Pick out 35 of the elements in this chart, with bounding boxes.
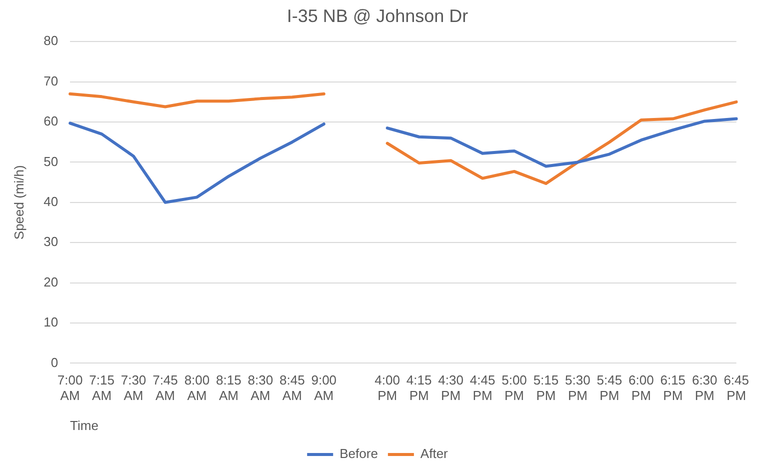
x-tick-label: 8:15 AM [216,372,242,404]
x-tick-label: 6:30 PM [692,372,718,404]
x-tick-label: 7:15 AM [89,372,114,404]
x-tick-label: 7:30 AM [120,372,146,404]
x-tick-label: 4:45 PM [470,372,496,404]
chart-title: I-35 NB @ Johnson Dr [286,6,468,26]
x-tick-label: 8:45 AM [280,372,305,404]
y-tick-label: 80 [44,33,58,48]
x-tick-label: 5:45 PM [596,372,622,404]
x-tick-label: 5:15 PM [533,372,559,404]
y-tick-label: 20 [44,274,58,290]
x-tick-label: 5:30 PM [565,372,590,404]
y-tick-label: 30 [44,234,58,250]
y-tick-label: 10 [44,314,58,330]
x-tick-label: 7:00 AM [57,372,83,404]
legend-label: After [420,446,449,462]
x-tick-label: 6:15 PM [660,372,686,404]
x-tick-label: 6:45 PM [724,372,750,404]
y-axis-title: Speed (mi/h) [11,165,26,240]
x-tick-label: 9:00 AM [311,372,337,404]
x-tick-label: 7:45 AM [152,372,178,404]
x-tick-label: 4:15 PM [406,372,432,404]
y-tick-label: 70 [44,73,58,88]
x-tick-label: 8:30 AM [248,372,274,404]
y-tick-label: 50 [44,154,58,169]
legend-label: Before [340,446,378,462]
x-tick-label: 6:00 PM [628,372,654,404]
y-tick-label: 40 [44,194,58,209]
x-axis-title: Time [70,418,98,433]
x-tick-label: 8:00 AM [184,372,210,404]
x-tick-label: 4:00 PM [374,372,400,404]
x-tick-label: 4:30 PM [438,372,464,404]
y-tick-label: 0 [50,354,58,370]
x-tick-label: 5:00 PM [502,372,527,404]
y-tick-label: 60 [44,114,58,129]
